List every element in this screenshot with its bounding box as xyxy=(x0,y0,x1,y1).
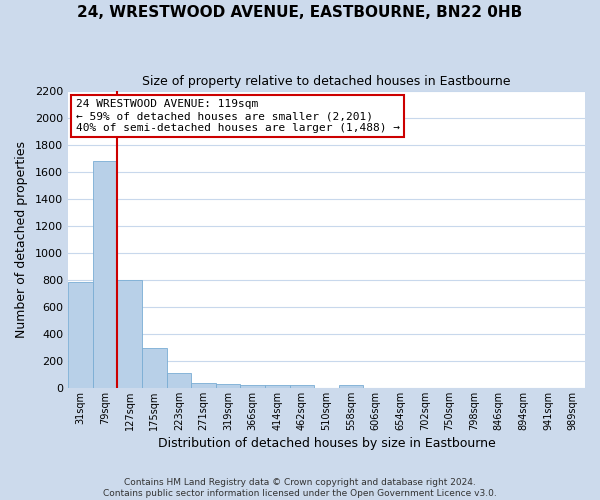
Bar xyxy=(92,161,117,388)
Text: 24, WRESTWOOD AVENUE, EASTBOURNE, BN22 0HB: 24, WRESTWOOD AVENUE, EASTBOURNE, BN22 0… xyxy=(77,5,523,20)
X-axis label: Distribution of detached houses by size in Eastbourne: Distribution of detached houses by size … xyxy=(158,437,496,450)
Y-axis label: Number of detached properties: Number of detached properties xyxy=(15,140,28,338)
Bar xyxy=(191,383,216,388)
Bar xyxy=(339,385,364,388)
Text: 24 WRESTWOOD AVENUE: 119sqm
← 59% of detached houses are smaller (2,201)
40% of : 24 WRESTWOOD AVENUE: 119sqm ← 59% of det… xyxy=(76,100,400,132)
Bar xyxy=(216,384,241,388)
Bar xyxy=(167,373,191,388)
Bar xyxy=(117,280,142,388)
Bar xyxy=(241,384,265,388)
Bar xyxy=(68,282,92,388)
Bar xyxy=(142,348,167,388)
Text: Contains HM Land Registry data © Crown copyright and database right 2024.
Contai: Contains HM Land Registry data © Crown c… xyxy=(103,478,497,498)
Title: Size of property relative to detached houses in Eastbourne: Size of property relative to detached ho… xyxy=(142,75,511,88)
Bar xyxy=(290,386,314,388)
Bar xyxy=(265,385,290,388)
